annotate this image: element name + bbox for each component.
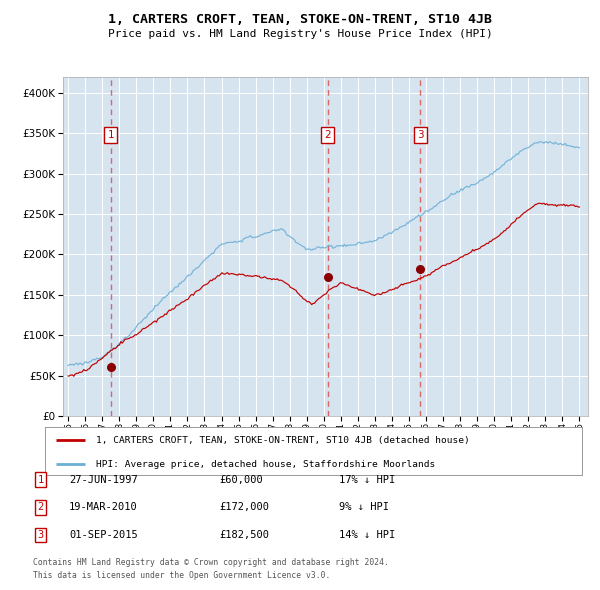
Text: This data is licensed under the Open Government Licence v3.0.: This data is licensed under the Open Gov… — [33, 571, 331, 579]
Text: 17% ↓ HPI: 17% ↓ HPI — [339, 475, 395, 484]
Text: 27-JUN-1997: 27-JUN-1997 — [69, 475, 138, 484]
Text: 1: 1 — [107, 130, 114, 140]
Text: 01-SEP-2015: 01-SEP-2015 — [69, 530, 138, 540]
Text: 1: 1 — [38, 475, 44, 484]
Text: 3: 3 — [38, 530, 44, 540]
Text: £182,500: £182,500 — [219, 530, 269, 540]
Text: 19-MAR-2010: 19-MAR-2010 — [69, 503, 138, 512]
Text: 3: 3 — [417, 130, 424, 140]
Text: £172,000: £172,000 — [219, 503, 269, 512]
Text: 9% ↓ HPI: 9% ↓ HPI — [339, 503, 389, 512]
Text: £60,000: £60,000 — [219, 475, 263, 484]
Text: Price paid vs. HM Land Registry's House Price Index (HPI): Price paid vs. HM Land Registry's House … — [107, 29, 493, 39]
Text: Contains HM Land Registry data © Crown copyright and database right 2024.: Contains HM Land Registry data © Crown c… — [33, 558, 389, 566]
Text: 1, CARTERS CROFT, TEAN, STOKE-ON-TRENT, ST10 4JB (detached house): 1, CARTERS CROFT, TEAN, STOKE-ON-TRENT, … — [96, 435, 470, 445]
Text: 2: 2 — [324, 130, 331, 140]
Text: 14% ↓ HPI: 14% ↓ HPI — [339, 530, 395, 540]
Text: 2: 2 — [38, 503, 44, 512]
Text: 1, CARTERS CROFT, TEAN, STOKE-ON-TRENT, ST10 4JB: 1, CARTERS CROFT, TEAN, STOKE-ON-TRENT, … — [108, 13, 492, 26]
Text: HPI: Average price, detached house, Staffordshire Moorlands: HPI: Average price, detached house, Staf… — [96, 460, 435, 469]
